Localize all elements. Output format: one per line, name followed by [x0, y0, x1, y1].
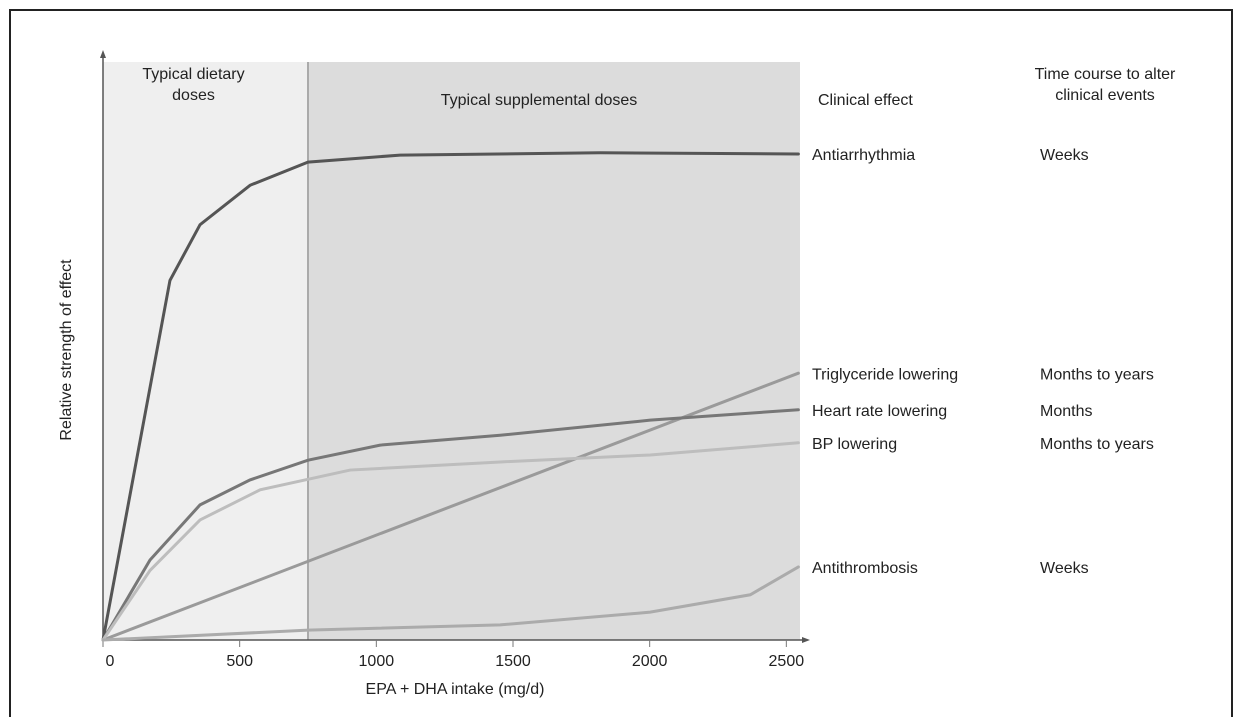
- x-axis-title: EPA + DHA intake (mg/d): [366, 681, 545, 698]
- time-course: Months to years: [1040, 436, 1154, 453]
- region: [308, 62, 800, 640]
- region: [103, 62, 308, 640]
- x-axis-arrow: [802, 637, 810, 643]
- y-axis-arrow: [100, 50, 106, 58]
- series-line: [101, 441, 800, 642]
- time-course: Months to years: [1040, 366, 1154, 383]
- frame: [9, 9, 1233, 717]
- series-line: [101, 565, 800, 642]
- legend-label: Antithrombosis: [812, 560, 918, 577]
- time-course: Months: [1040, 403, 1092, 420]
- legend-label: Heart rate lowering: [812, 403, 947, 420]
- legend-label: Antiarrhythmia: [812, 147, 915, 164]
- series-line: [101, 151, 800, 642]
- legend-label: Triglyceride lowering: [812, 366, 958, 383]
- series-line: [101, 408, 800, 642]
- effect-header: Clinical effect: [818, 92, 913, 109]
- region-label: Typical supplemental doses: [440, 92, 638, 109]
- x-tick-label: 1500: [495, 653, 531, 670]
- x-tick-label: 0: [106, 653, 115, 670]
- x-tick-label: 2500: [769, 653, 805, 670]
- x-tick-label: 1000: [359, 653, 395, 670]
- y-axis-title: Relative strength of effect: [58, 259, 75, 441]
- time-header: Time course to alter clinical events: [1034, 66, 1176, 104]
- time-course: Weeks: [1040, 560, 1089, 577]
- x-tick-label: 500: [226, 653, 253, 670]
- x-tick-label: 2000: [632, 653, 668, 670]
- legend-label: BP lowering: [812, 436, 897, 453]
- region-label: Typical dietary doses: [142, 66, 245, 104]
- time-course: Weeks: [1040, 147, 1089, 164]
